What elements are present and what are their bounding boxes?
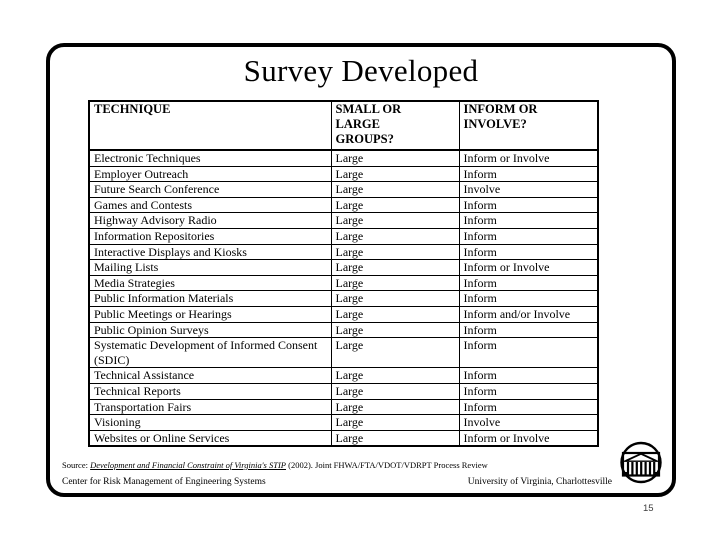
table-cell: Highway Advisory Radio: [88, 212, 332, 229]
table-row: Public Meetings or Hearings Large Inform a…: [88, 305, 599, 323]
table-cell: Employer Outreach: [88, 165, 332, 183]
table-cell: Future Search Conference: [88, 181, 332, 198]
table-row: Future Search Conference Large Involve: [88, 181, 599, 198]
table-cell: Large: [330, 227, 460, 245]
table-row: Interactive Displays and Kiosks Large Info…: [88, 243, 599, 261]
table-cell: Electronic Techniques: [88, 149, 332, 167]
table-cell: Inform: [458, 196, 599, 214]
table-cell: Inform: [458, 165, 599, 183]
table-cell: Public Opinion Surveys: [88, 321, 332, 339]
table-cell: Large: [330, 274, 460, 292]
table-row: Information Repositories Large Inform: [88, 227, 599, 245]
table-cell: Large: [330, 382, 460, 400]
table-cell: Large: [330, 429, 460, 447]
table-row: Technical Reports Large Inform: [88, 382, 599, 400]
table-row: Electronic Techniques Large Inform or Invo…: [88, 149, 599, 167]
footer-left-credit: Center for Risk Management of Engineerin…: [62, 477, 266, 487]
source-prefix: Source:: [62, 460, 91, 470]
table-cell: Inform and/or Involve: [458, 305, 599, 323]
table-cell: Visioning: [88, 414, 332, 431]
table-cell: Inform or Involve: [458, 259, 599, 276]
page-number: 15: [643, 503, 654, 514]
column-header: SMALL OR LARGE GROUPS?: [330, 100, 460, 151]
footer: Center for Risk Management of Engineerin…: [62, 477, 612, 487]
table-cell: Large: [330, 149, 460, 167]
table-cell: Inform: [458, 227, 599, 245]
table-header: TECHNIQUE SMALL OR LARGE GROUPS? INFORM OR…: [88, 100, 599, 151]
table-cell: Inform: [458, 367, 599, 384]
table-row: Technical Assistance Large Inform: [88, 367, 599, 384]
table-cell: Mailing Lists: [88, 259, 332, 276]
table-cell: Inform: [458, 382, 599, 400]
table-cell: Large: [330, 305, 460, 323]
table-cell: Inform: [458, 337, 599, 369]
table-cell: Large: [330, 398, 460, 416]
table-cell: Large: [330, 321, 460, 339]
table-cell: Technical Assistance: [88, 367, 332, 384]
table-cell: Websites or Online Services: [88, 429, 332, 447]
table-cell: Public Meetings or Hearings: [88, 305, 332, 323]
table-cell: Large: [330, 212, 460, 229]
table-cell: Inform: [458, 290, 599, 307]
table-cell: Technical Reports: [88, 382, 332, 400]
table-cell: Large: [330, 337, 460, 369]
table-row: Public Information Materials Large Inform: [88, 290, 599, 307]
table-row: Websites or Online Services Large Inform o…: [88, 429, 599, 447]
table-cell: Inform or Involve: [458, 149, 599, 167]
table-cell: Large: [330, 165, 460, 183]
table-row: Employer Outreach Large Inform: [88, 165, 599, 183]
table-cell: Large: [330, 290, 460, 307]
table-row: Transportation Fairs Large Inform: [88, 398, 599, 416]
table-cell: Inform: [458, 212, 599, 229]
table-cell: Public Information Materials: [88, 290, 332, 307]
table-cell: Information Repositories: [88, 227, 332, 245]
table-cell: Inform: [458, 321, 599, 339]
table-cell: Involve: [458, 414, 599, 431]
table-row: Media Strategies Large Inform: [88, 274, 599, 292]
table-body: Electronic Techniques Large Inform or Invo…: [88, 149, 599, 447]
table-cell: Large: [330, 243, 460, 261]
table-row: Highway Advisory Radio Large Inform: [88, 212, 599, 229]
source-note: Source: Development and Financial Constr…: [62, 460, 488, 470]
table-cell: Interactive Displays and Kiosks: [88, 243, 332, 261]
table-row: Mailing Lists Large Inform or Involve: [88, 259, 599, 276]
table-cell: Media Strategies: [88, 274, 332, 292]
table-row: Public Opinion Surveys Large Inform: [88, 321, 599, 339]
uva-rotunda-icon: [618, 441, 664, 486]
column-header: INFORM OR INVOLVE?: [458, 100, 599, 151]
table-cell: Inform or Involve: [458, 429, 599, 447]
table-cell: Inform: [458, 398, 599, 416]
survey-table: TECHNIQUE SMALL OR LARGE GROUPS? INFORM OR…: [88, 100, 599, 448]
table-cell: Inform: [458, 243, 599, 261]
table-cell: Transportation Fairs: [88, 398, 332, 416]
table-row: Systematic Development of Informed Conse…: [88, 337, 599, 369]
table-cell: Large: [330, 367, 460, 384]
table-cell: Inform: [458, 274, 599, 292]
table-cell: Large: [330, 259, 460, 276]
source-link[interactable]: Development and Financial Constraint of …: [90, 460, 286, 470]
table-cell: Involve: [458, 181, 599, 198]
table-cell: Large: [330, 196, 460, 214]
footer-right-credit: University of Virginia, Charlottesville: [467, 477, 612, 487]
table-cell: Games and Contests: [88, 196, 332, 214]
table-row: Games and Contests Large Inform: [88, 196, 599, 214]
table-cell: Large: [330, 414, 460, 431]
page-title: Survey Developed: [243, 53, 479, 88]
table-cell: Systematic Development of Informed Conse…: [88, 337, 332, 369]
header-row: TECHNIQUE SMALL OR LARGE GROUPS? INFORM OR…: [88, 100, 599, 151]
column-header: TECHNIQUE: [88, 100, 332, 151]
table-cell: Large: [330, 181, 460, 198]
table-row: Visioning Large Involve: [88, 414, 599, 431]
source-suffix: (2002). Joint FHWA/FTA/VDOT/VDRPT Proces…: [285, 460, 488, 470]
